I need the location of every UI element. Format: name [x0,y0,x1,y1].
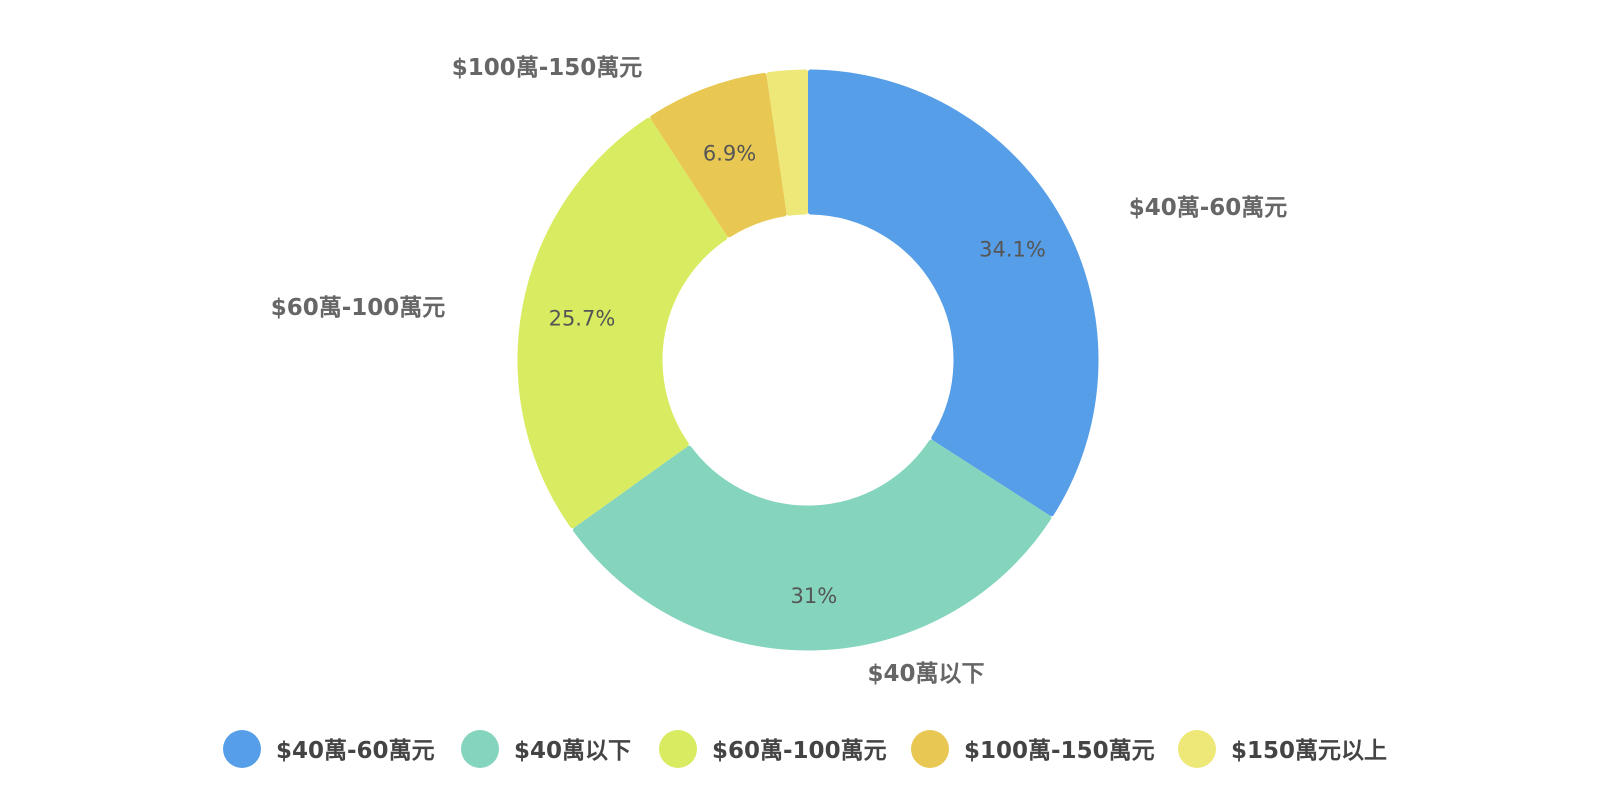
legend-label-40-60[interactable]: $40萬-60萬元 [276,738,435,764]
legend-marker-100-150[interactable] [911,730,949,768]
legend-label-100-150[interactable]: $100萬-150萬元 [964,738,1155,764]
slice-40[interactable] [572,439,1052,651]
legend-marker-40-60[interactable] [223,730,261,768]
legend-marker-150[interactable] [1178,730,1216,768]
legend: $40萬-60萬元 $40萬以下 $60萬-100萬元 $100萬-150萬元 $150… [223,730,1387,768]
slice-150[interactable] [766,69,808,216]
value-label-40: 31% [791,584,838,608]
legend-label-40[interactable]: $40萬以下 [514,738,631,764]
slice-60-100[interactable] [517,117,728,529]
legend-marker-60-100[interactable] [659,730,697,768]
value-label-60-100: 25.7% [549,307,616,331]
category-label-60-100: $60萬-100萬元 [271,295,446,321]
category-label-group: $40萬-60萬元 $40萬以下 $60萬-100萬元 $100萬-150萬元 [271,55,1288,687]
category-label-40: $40萬以下 [867,661,984,687]
slice-100-150[interactable] [650,72,787,238]
slice-group [517,69,1099,651]
legend-label-150[interactable]: $150萬元以上 [1231,738,1387,764]
value-label-40-60: 34.1% [979,237,1046,261]
legend-label-60-100[interactable]: $60萬-100萬元 [712,738,887,764]
slice-40-60[interactable] [808,69,1099,517]
category-label-100-150: $100萬-150萬元 [452,55,643,81]
legend-marker-40[interactable] [461,730,499,768]
value-label-group: 34.1% 31% 25.7% 6.9% [549,141,1046,608]
value-label-100-150: 6.9% [703,141,756,165]
category-label-40-60: $40萬-60萬元 [1129,195,1288,221]
